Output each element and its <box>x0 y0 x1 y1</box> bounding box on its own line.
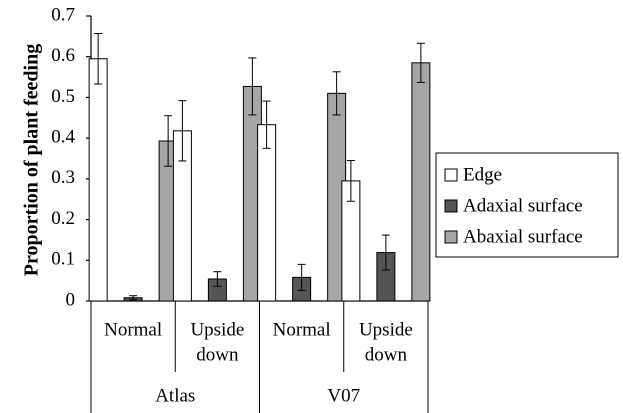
y-tick-label: 0 <box>66 289 76 310</box>
legend-label: Edge <box>463 164 502 185</box>
legend-swatch <box>444 230 458 244</box>
y-axis-title: Proportion of plant feeding <box>21 44 43 276</box>
legend-swatch <box>444 199 458 213</box>
x-category-label: Normal <box>273 319 331 340</box>
y-tick-label: 0.5 <box>51 86 75 107</box>
legend-label: Adaxial surface <box>463 195 583 216</box>
y-tick-label: 0.1 <box>51 249 75 270</box>
plot-area: 0 0.1 0.2 0.3 0.4 0.5 0.6 0.7 Normal Upside down No… <box>51 4 431 413</box>
x-category-label: down <box>196 344 239 365</box>
bar <box>88 58 108 302</box>
legend-box <box>435 152 619 258</box>
bar <box>411 62 431 302</box>
legend-label: Abaxial surface <box>463 226 583 247</box>
legend-swatch <box>444 168 458 182</box>
y-tick-label: 0.2 <box>51 208 75 229</box>
y-tick-label: 0.7 <box>51 4 75 25</box>
bar <box>257 124 277 302</box>
y-tick-label: 0.3 <box>51 167 75 188</box>
legend: Edge Adaxial surface Abaxial surface <box>435 152 619 258</box>
x-group-label: Atlas <box>155 385 195 406</box>
x-category-label: down <box>365 344 408 365</box>
y-tick-label: 0.4 <box>51 127 75 148</box>
x-category-label: Upside <box>359 319 413 340</box>
x-category-label: Upside <box>190 319 244 340</box>
x-group-label: V07 <box>327 385 360 406</box>
x-category-label: Normal <box>104 319 162 340</box>
y-tick-label: 0.6 <box>51 45 75 66</box>
